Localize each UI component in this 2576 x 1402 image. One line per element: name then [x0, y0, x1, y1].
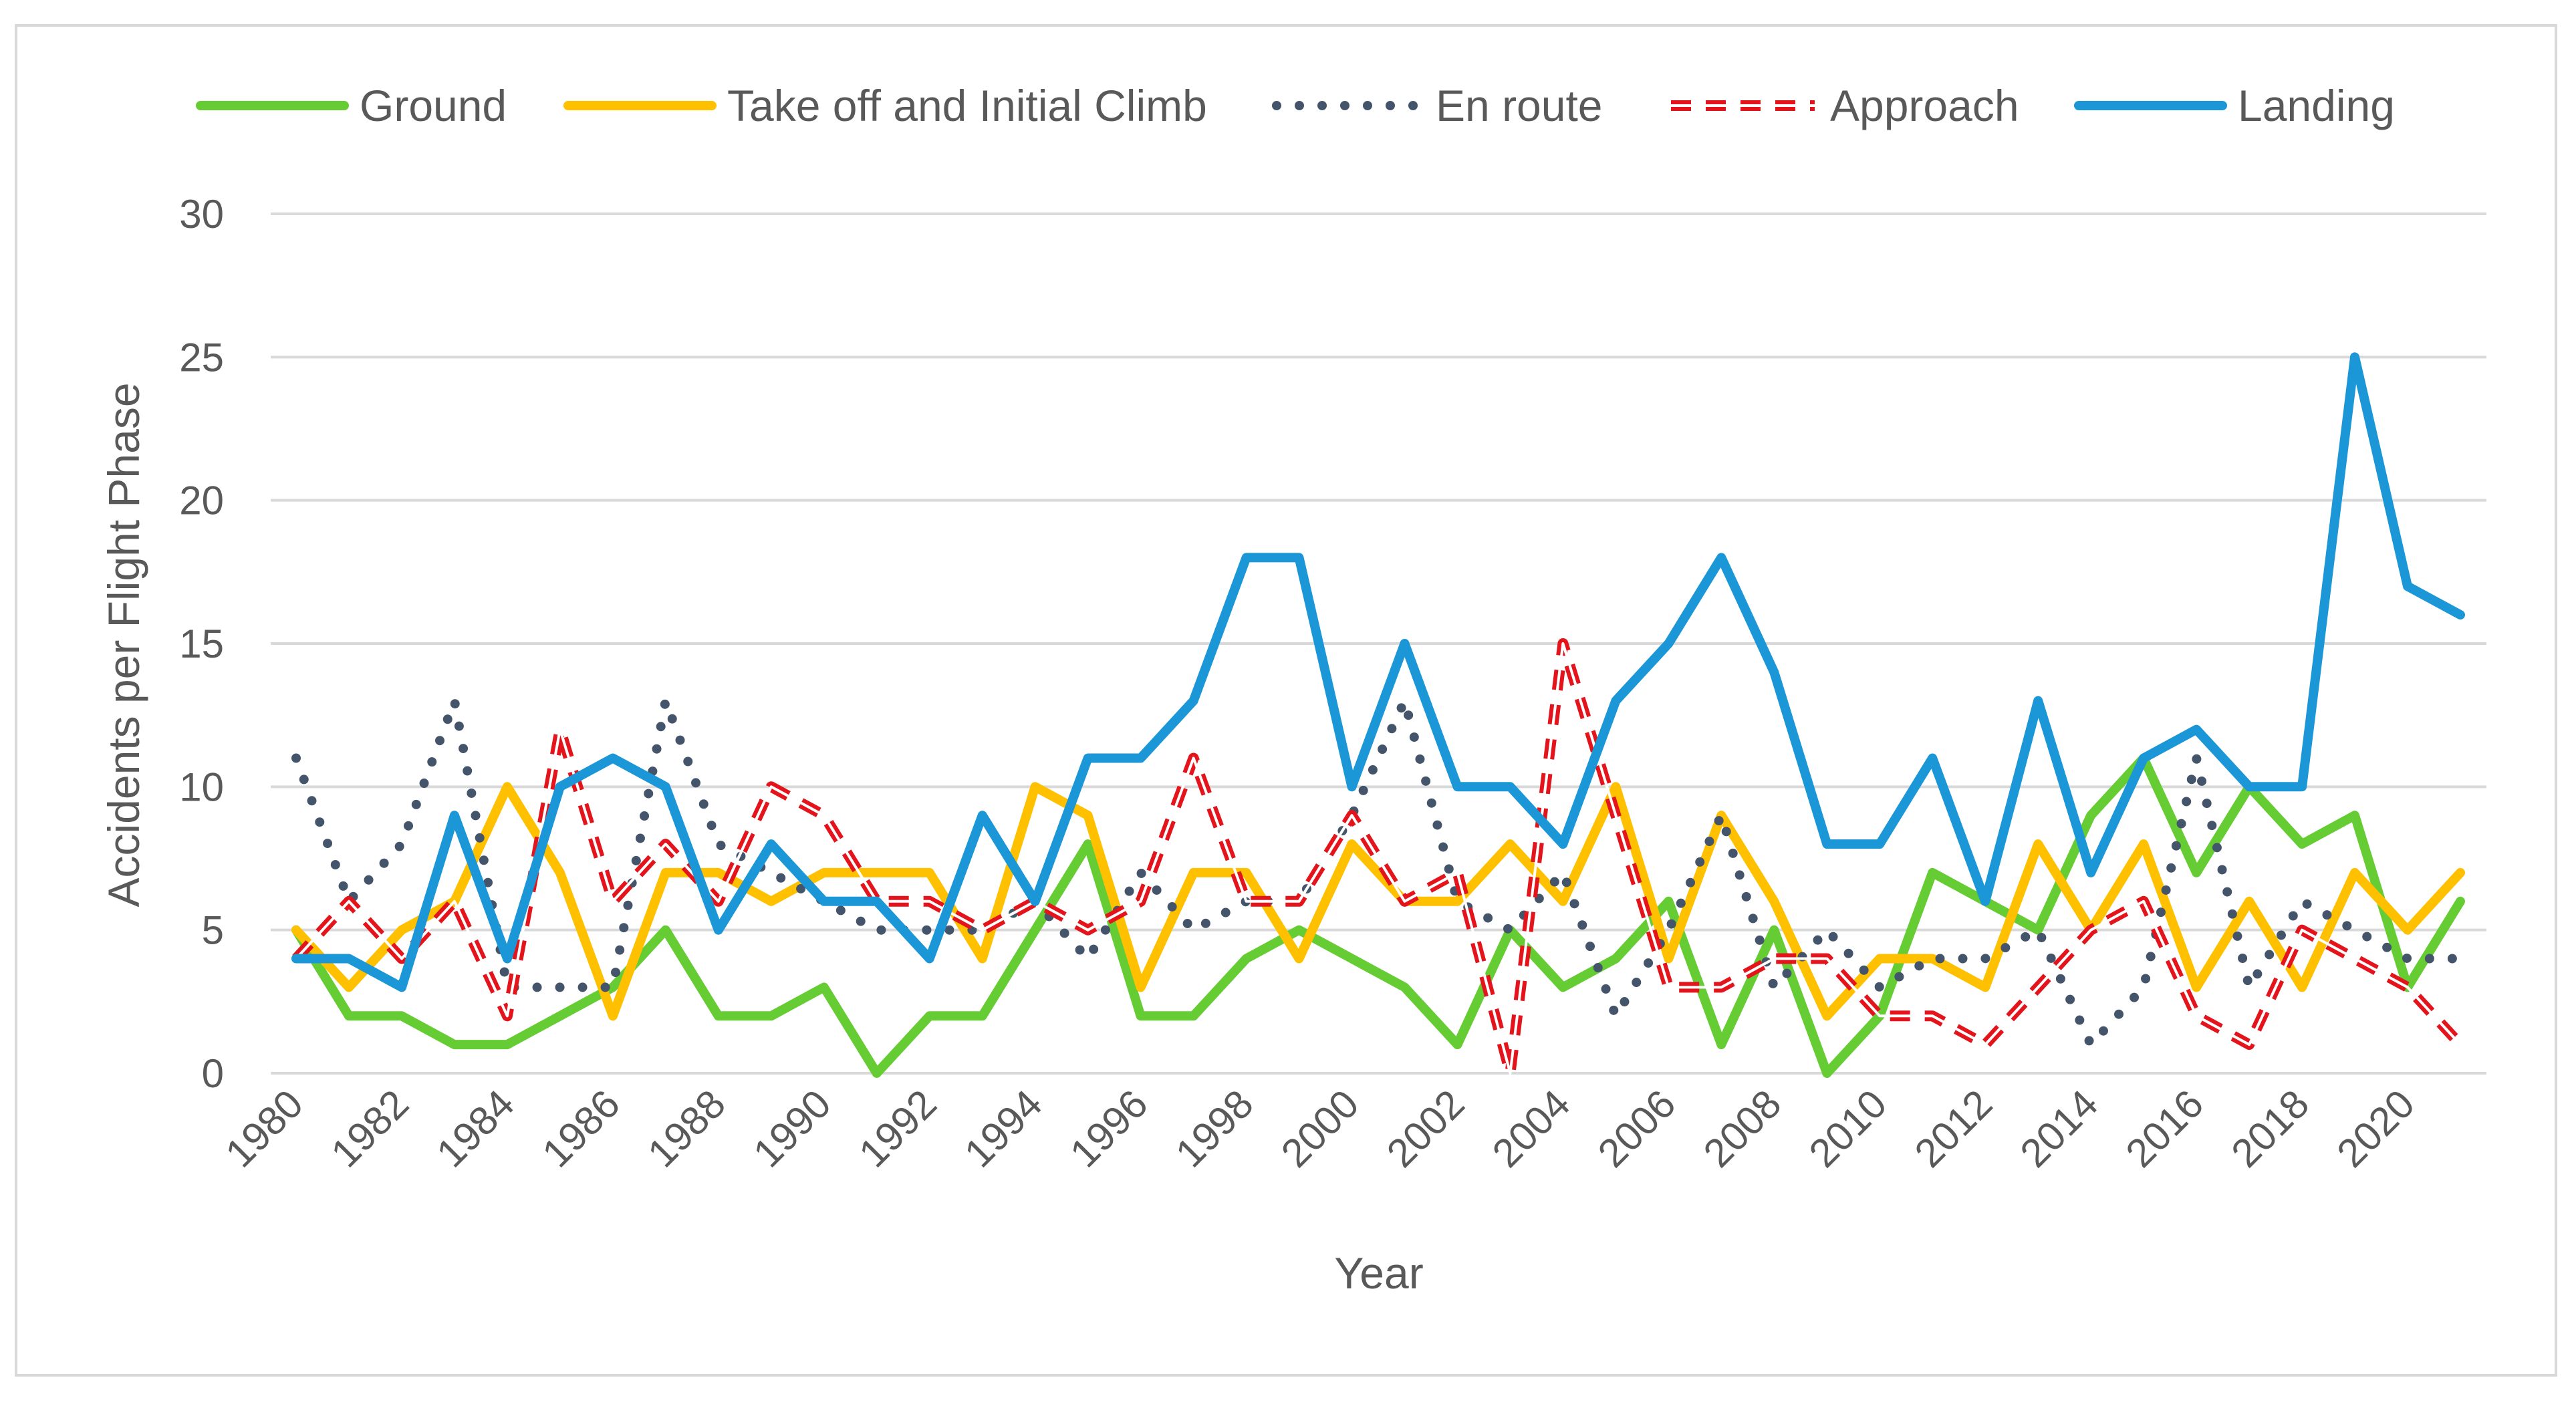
legend-label: Take off and Initial Climb [727, 81, 1207, 130]
legend-label: Ground [360, 81, 507, 130]
legend-item-landing: Landing [2074, 81, 2395, 130]
series-line-landing [291, 352, 2465, 992]
legend-label: Landing [2238, 81, 2395, 130]
series-line-en-route [291, 696, 2465, 1050]
y-axis-title: Accidents per Flight Phase [99, 382, 148, 907]
y-tick-label: 15 [179, 621, 224, 666]
y-tick-label: 5 [202, 908, 224, 953]
y-tick-label: 10 [179, 764, 224, 809]
legend-item-take-off-and-initial-climb: Take off and Initial Climb [563, 81, 1207, 130]
y-tick-label: 25 [179, 335, 224, 380]
legend-label: Approach [1830, 81, 2019, 130]
y-tick-label: 30 [179, 192, 224, 237]
data-series [291, 352, 2465, 1079]
y-axis-ticks: 0 5 10 15 20 25 30 [179, 192, 224, 1096]
series-line-ground [291, 753, 2465, 1078]
legend-label: En route [1436, 81, 1603, 130]
legend-item-en-route: En route [1272, 81, 1603, 130]
legend-item-approach: Approach [1671, 81, 2019, 130]
series-line-take-off-and-initial-climb [291, 782, 2465, 1021]
legend: Ground Take off and Initial Climb En route… [196, 81, 2395, 130]
y-tick-label: 0 [202, 1051, 224, 1096]
legend-item-ground: Ground [196, 81, 507, 130]
x-axis-title: Year [1334, 1248, 1423, 1298]
y-tick-label: 20 [179, 478, 224, 523]
series-line-approach-core [295, 642, 2462, 1075]
chart-frame [15, 24, 2557, 1377]
